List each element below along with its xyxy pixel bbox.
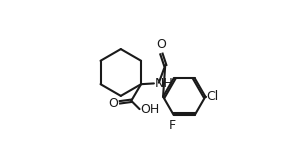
Text: O: O — [108, 97, 118, 110]
Text: Cl: Cl — [207, 90, 219, 103]
Text: OH: OH — [140, 103, 159, 116]
Text: NH: NH — [155, 77, 173, 90]
Text: O: O — [156, 38, 166, 51]
Text: F: F — [169, 119, 176, 132]
